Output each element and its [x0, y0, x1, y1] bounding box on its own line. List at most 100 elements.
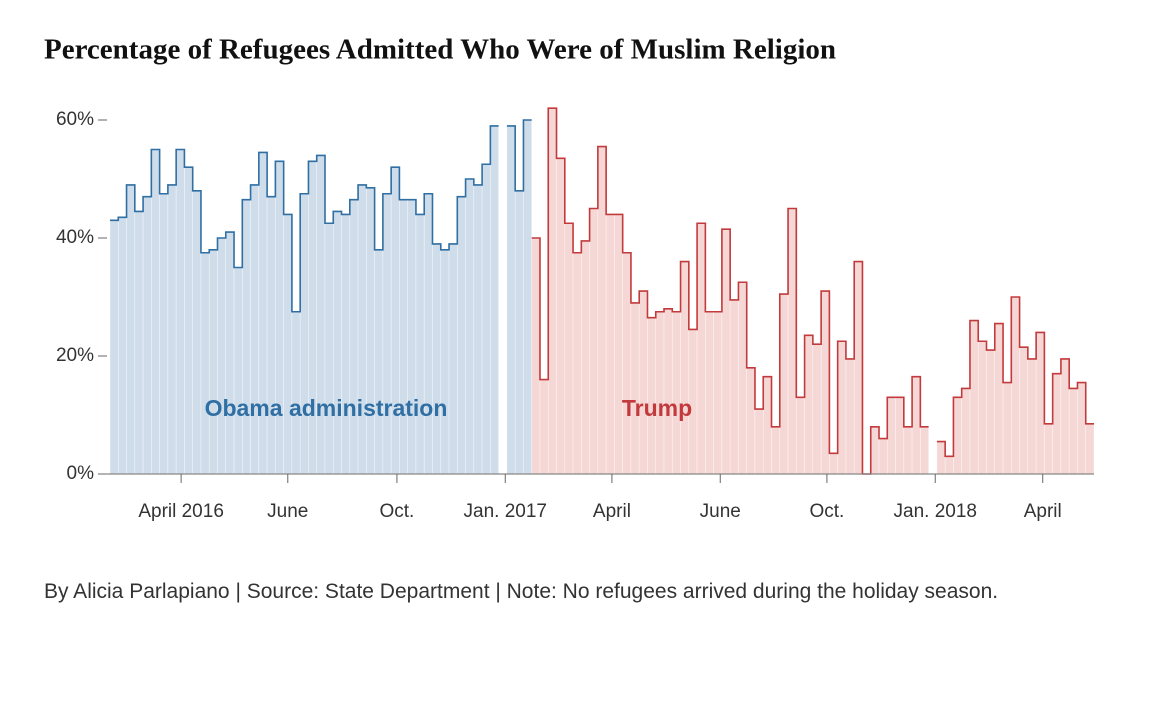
bar	[1019, 346, 1029, 475]
bar	[589, 208, 599, 475]
bar	[705, 311, 714, 475]
y-tick-label: 0%	[67, 463, 95, 484]
bar	[283, 214, 293, 475]
bar	[175, 149, 185, 475]
bar	[366, 187, 375, 475]
bar	[1077, 382, 1087, 475]
bar	[721, 228, 731, 475]
bar	[630, 302, 640, 475]
bar	[225, 231, 235, 475]
bar	[531, 237, 541, 475]
bar	[456, 196, 466, 475]
bar	[523, 119, 533, 475]
bar	[986, 349, 996, 475]
bar	[308, 161, 318, 475]
bar	[242, 199, 251, 475]
x-tick-label: April	[1024, 501, 1062, 522]
bar	[167, 184, 177, 475]
bar	[1011, 296, 1020, 475]
bar	[977, 340, 987, 475]
bar	[771, 426, 781, 475]
bar	[349, 199, 359, 475]
bar	[953, 396, 962, 475]
bar	[903, 426, 913, 475]
bar	[614, 214, 623, 475]
bar	[936, 441, 946, 475]
bar	[217, 237, 227, 475]
bar	[423, 193, 433, 475]
bar	[1035, 332, 1045, 475]
bar	[845, 358, 855, 475]
series-label: Obama administration	[205, 395, 448, 421]
x-tick-label: Oct.	[809, 501, 844, 522]
bar	[663, 308, 673, 475]
bar	[886, 396, 896, 475]
byline: By Alicia Parlapiano | Source: State Dep…	[44, 580, 999, 603]
bar	[961, 388, 971, 475]
chart: Percentage of Refugees Admitted Who Were…	[44, 34, 1095, 522]
bar	[374, 249, 384, 475]
step-line	[506, 119, 532, 192]
bar	[547, 107, 557, 475]
bar	[878, 438, 888, 475]
bar	[796, 396, 805, 475]
bar	[159, 193, 169, 475]
bar	[258, 152, 268, 475]
bar	[415, 214, 425, 475]
bar	[1060, 358, 1070, 475]
bar	[316, 155, 326, 475]
series-label: Trump	[622, 395, 692, 421]
bar	[142, 196, 152, 475]
bar	[754, 408, 764, 475]
x-tick-label: Jan. 2017	[464, 501, 547, 522]
bar	[539, 379, 549, 475]
bar	[134, 211, 144, 475]
bar	[126, 184, 136, 475]
bar	[1085, 423, 1095, 475]
bar	[779, 293, 789, 475]
bar	[440, 249, 450, 475]
bar	[804, 335, 814, 475]
bar	[837, 340, 847, 475]
bar	[564, 222, 574, 475]
bar	[208, 249, 218, 475]
bar	[713, 311, 723, 475]
bar	[1027, 358, 1037, 475]
bar	[605, 214, 615, 475]
bar	[250, 184, 260, 475]
bar	[762, 376, 772, 475]
bar	[200, 252, 210, 475]
y-tick-label: 40%	[56, 227, 94, 248]
bar	[275, 161, 284, 475]
bar	[1044, 423, 1053, 475]
bar	[291, 311, 301, 475]
x-tick-label: June	[700, 501, 741, 522]
bar	[357, 184, 367, 475]
bar	[117, 217, 127, 475]
chart-title: Percentage of Refugees Admitted Who Were…	[44, 34, 836, 66]
bar	[465, 178, 475, 475]
bar	[853, 261, 863, 475]
bar	[944, 455, 954, 475]
x-tick-label: April 2016	[138, 501, 224, 522]
bar	[680, 261, 690, 475]
step-line	[936, 296, 1094, 458]
bar	[266, 196, 276, 475]
bar	[920, 426, 929, 475]
bar	[448, 243, 458, 475]
bar	[192, 190, 202, 475]
bar	[481, 163, 491, 475]
bar	[390, 166, 400, 475]
bar	[829, 453, 838, 475]
bar	[655, 311, 665, 475]
bar	[671, 311, 681, 475]
bar	[969, 320, 979, 475]
step-line	[531, 107, 929, 475]
bar	[696, 222, 706, 475]
bar	[746, 367, 756, 475]
bar	[432, 243, 442, 475]
bar	[738, 281, 748, 475]
bar	[895, 396, 905, 475]
x-tick-label: April	[593, 501, 631, 522]
